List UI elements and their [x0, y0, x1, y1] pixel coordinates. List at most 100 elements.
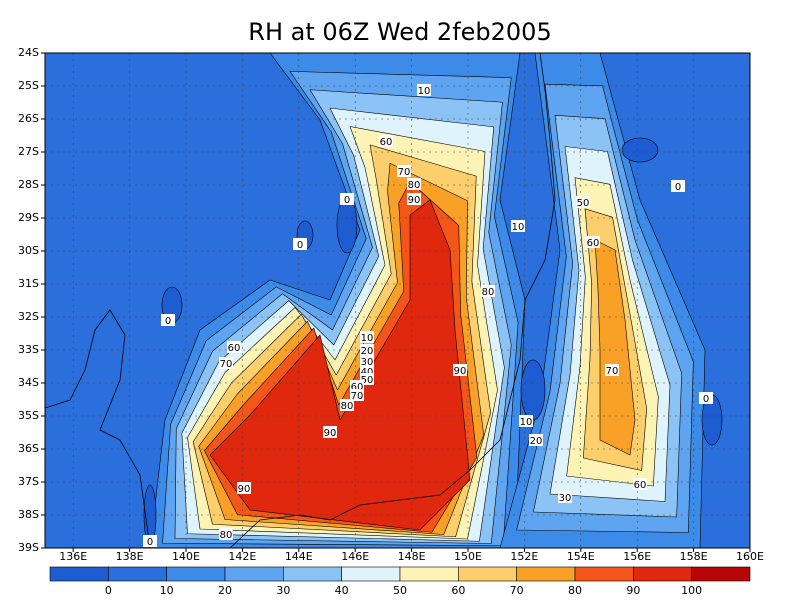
- contour-band: [209, 199, 471, 531]
- plot-frame: [44, 52, 751, 549]
- y-tick-label: 25S: [18, 79, 39, 92]
- y-tick-label: 28S: [18, 178, 39, 191]
- coastline: [45, 309, 151, 548]
- contour-label-bg: [360, 344, 374, 356]
- contour-label: 10: [520, 417, 533, 428]
- contour-label: 10: [361, 333, 374, 344]
- contour-label: 80: [341, 401, 354, 412]
- contour-label: 80: [220, 530, 233, 541]
- colorbar-box: [283, 566, 342, 582]
- contour-label: 50: [361, 375, 374, 386]
- contour-label-bg: [237, 482, 251, 494]
- colorbar-label: 60: [451, 584, 465, 597]
- colorbar-label: 70: [510, 584, 524, 597]
- contour-label: 60: [351, 382, 364, 393]
- contour-label: 0: [147, 537, 153, 548]
- contour-label: 0: [344, 195, 350, 206]
- colorbar-box: [166, 566, 226, 582]
- contour-label: 20: [361, 346, 374, 357]
- colorbar-label: 30: [276, 584, 290, 597]
- colorbar-box: [458, 566, 517, 582]
- x-tick-label: 160E: [736, 550, 764, 563]
- contour-label: 70: [220, 359, 233, 370]
- axes: 136E 138E 140E 142E 144E 146E 148E 150E 152E 154E…: [18, 46, 764, 597]
- colorbar-label: 100: [681, 584, 702, 597]
- contour-minimum: [621, 137, 659, 163]
- contour-label: 80: [482, 287, 495, 298]
- contour-label-bg: [519, 415, 533, 427]
- contour-label-bg: [586, 236, 600, 248]
- contour-label-bg: [350, 389, 364, 401]
- contour-label: 70: [398, 167, 411, 178]
- contour-label-bg: [481, 285, 495, 297]
- contour-label-bg: [417, 84, 431, 96]
- overlay: 1060708090001050608001020304050607080607…: [45, 53, 750, 548]
- colorbar-box: [108, 566, 167, 582]
- y-tick-label: 26S: [18, 112, 39, 125]
- contour-label-bg: [219, 357, 233, 369]
- contour-label: 0: [703, 394, 709, 405]
- x-tick-label: 152E: [510, 550, 538, 563]
- contour-band: [594, 239, 636, 456]
- contour-label: 0: [675, 182, 681, 193]
- x-tick-label: 148E: [398, 550, 426, 563]
- colorbar-box: [224, 566, 284, 582]
- contour-label: 50: [577, 198, 590, 209]
- contour-label: 0: [297, 240, 303, 251]
- x-tick-label: 150E: [454, 550, 482, 563]
- colorbar-label: 80: [568, 584, 582, 597]
- coastline: [229, 53, 556, 548]
- x-tick-label: 154E: [567, 550, 595, 563]
- y-tick-label: 37S: [18, 475, 39, 488]
- y-tick-label: 36S: [18, 442, 39, 455]
- colorbar-label: 40: [335, 584, 349, 597]
- colorbar-label: 0: [105, 584, 112, 597]
- contour-label: 40: [361, 367, 374, 378]
- x-tick-label: 138E: [116, 550, 144, 563]
- contour-label-bg: [633, 478, 647, 490]
- contour-label-bg: [293, 238, 307, 250]
- contour-label: 30: [559, 493, 572, 504]
- contour-label: 20: [530, 436, 543, 447]
- contour-label: 60: [228, 343, 241, 354]
- y-tick-label: 35S: [18, 409, 39, 422]
- y-tick-label: 32S: [18, 310, 39, 323]
- y-tick-label: 34S: [18, 376, 39, 389]
- contour-label: 90: [408, 195, 421, 206]
- colorbar-box: [341, 566, 401, 582]
- colorbar-box: [633, 566, 692, 582]
- colorbar-box: [691, 566, 751, 582]
- contour-label-bg: [161, 314, 175, 326]
- contour-label: 90: [324, 428, 337, 439]
- contour-label: 60: [380, 137, 393, 148]
- chart-title: RH at 06Z Wed 2feb2005: [248, 18, 551, 46]
- y-tick-label: 31S: [18, 277, 39, 290]
- colorbar-label: 10: [160, 584, 174, 597]
- contour-label-bg: [407, 178, 421, 190]
- colorbar-box: [516, 566, 576, 582]
- y-tick-label: 38S: [18, 508, 39, 521]
- x-tick-label: 158E: [680, 550, 708, 563]
- contour-label-bg: [576, 196, 590, 208]
- contour-label-bg: [558, 491, 572, 503]
- colorbar-label: 20: [218, 584, 232, 597]
- x-tick-label: 156E: [623, 550, 651, 563]
- y-tick-label: 30S: [18, 244, 39, 257]
- x-tick-label: 144E: [285, 550, 313, 563]
- colorbar-label: 50: [393, 584, 407, 597]
- contour-label-bg: [219, 528, 233, 540]
- contour-label-bg: [360, 355, 374, 367]
- colorbar-label: 90: [626, 584, 640, 597]
- x-tick-label: 142E: [228, 550, 256, 563]
- y-tick-label: 27S: [18, 145, 39, 158]
- contour-label: 30: [361, 357, 374, 368]
- contour-label: 10: [512, 222, 525, 233]
- contour-label: 90: [238, 484, 251, 495]
- x-tick-label: 146E: [341, 550, 369, 563]
- y-tick-label: 39S: [18, 541, 39, 554]
- contour-label-bg: [453, 364, 467, 376]
- contour-label-bg: [397, 165, 411, 177]
- contour-label-bg: [407, 193, 421, 205]
- y-tick-label: 29S: [18, 211, 39, 224]
